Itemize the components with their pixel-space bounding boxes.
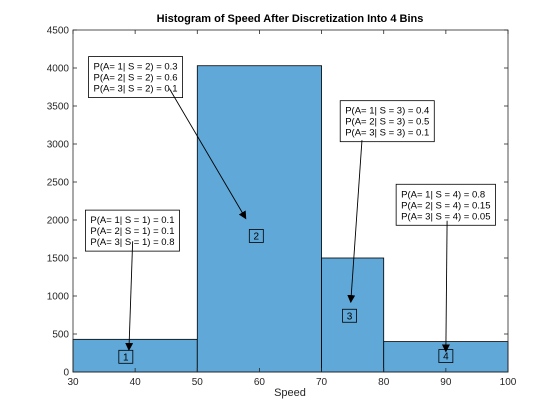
annotation-arrow bbox=[441, 220, 450, 353]
annotation-text-line: P(A= 2| S = 4) = 0.15 bbox=[401, 200, 490, 211]
x-tick-label: 70 bbox=[316, 377, 328, 388]
annotation-text-line: P(A= 2| S = 3) = 0.5 bbox=[345, 117, 429, 128]
y-tick-label: 1500 bbox=[47, 254, 70, 265]
annotation-2: P(A= 1| S = 2) = 0.3P(A= 2| S = 2) = 0.6… bbox=[88, 56, 247, 220]
annotation-arrow bbox=[168, 88, 247, 220]
x-tick-label: 50 bbox=[192, 377, 204, 388]
x-axis-label: Speed bbox=[274, 387, 306, 399]
bars-group bbox=[72, 65, 509, 373]
bin-label-text: 3 bbox=[347, 311, 353, 322]
annotation-text-line: P(A= 1| S = 3) = 0.4 bbox=[345, 106, 429, 117]
annotation-text-line: P(A= 1| S = 4) = 0.8 bbox=[401, 189, 485, 200]
annotation-arrow bbox=[125, 241, 134, 351]
y-tick-label: 2500 bbox=[47, 178, 70, 189]
x-tick-label: 100 bbox=[500, 377, 517, 388]
y-tick-label: 2000 bbox=[47, 216, 70, 227]
annotation-box bbox=[88, 56, 183, 98]
bin-label-1: 1 bbox=[118, 349, 134, 364]
annotation-text-line: P(A= 1| S = 2) = 0.3 bbox=[94, 62, 178, 73]
y-tick-label: 4500 bbox=[47, 26, 70, 37]
x-tick-label: 60 bbox=[254, 377, 266, 388]
annotation-box bbox=[339, 100, 435, 143]
y-tick-label: 0 bbox=[63, 368, 69, 379]
y-tick-label: 500 bbox=[52, 330, 69, 341]
histogram-bar-2 bbox=[196, 65, 322, 373]
annotation-text-line: P(A= 2| S = 1) = 0.1 bbox=[90, 226, 174, 237]
bin-label-4: 4 bbox=[438, 349, 454, 363]
bin-label-box bbox=[248, 229, 264, 243]
x-tick-label: 90 bbox=[440, 377, 452, 388]
x-tick-label: 80 bbox=[378, 377, 390, 388]
bin-label-text: 1 bbox=[123, 352, 129, 363]
bin-label-text: 2 bbox=[254, 231, 260, 242]
annotation-4: P(A= 1| S = 4) = 0.8P(A= 2| S = 4) = 0.1… bbox=[395, 183, 496, 353]
bin-label-3: 3 bbox=[342, 308, 357, 323]
y-tick-label: 3000 bbox=[47, 140, 70, 151]
annotation-text-line: P(A= 3| S = 2) = 0.1 bbox=[94, 84, 178, 95]
annotation-text-line: P(A= 3| S = 3) = 0.1 bbox=[345, 128, 429, 139]
annotation-text-line: P(A= 1| S = 1) = 0.1 bbox=[90, 215, 174, 226]
bin-label-box bbox=[118, 349, 134, 364]
annotation-3: P(A= 1| S = 3) = 0.4P(A= 2| S = 3) = 0.5… bbox=[339, 100, 435, 304]
chart-title: Histogram of Speed After Discretization … bbox=[157, 13, 424, 25]
annotation-text-line: P(A= 3| S = 4) = 0.05 bbox=[401, 211, 490, 222]
y-tick-label: 4000 bbox=[47, 64, 70, 75]
bin-label-2: 2 bbox=[248, 229, 264, 243]
plot-frame bbox=[72, 29, 509, 373]
y-tick-label: 1000 bbox=[47, 292, 70, 303]
annotation-text-line: P(A= 2| S = 2) = 0.6 bbox=[94, 73, 178, 84]
y-tick-label: 3500 bbox=[47, 102, 70, 113]
x-tick-label: 30 bbox=[67, 377, 79, 388]
bin-label-box bbox=[342, 308, 357, 323]
ticks-group: 30 40 50 60 70 80 90 10005001000150020002500300… bbox=[47, 26, 517, 389]
x-tick-label: 40 bbox=[130, 377, 142, 388]
annotation-box bbox=[395, 183, 496, 226]
annotation-1: P(A= 1| S = 1) = 0.1P(A= 2| S = 1) = 0.1… bbox=[85, 209, 180, 351]
bin-labels-group: 1 2 3 4 bbox=[118, 229, 454, 364]
histogram-bar-1 bbox=[72, 338, 198, 373]
annotation-arrow bbox=[347, 140, 363, 304]
bin-label-box bbox=[438, 349, 454, 363]
bin-label-text: 4 bbox=[443, 352, 449, 363]
annotations-group: P(A= 1| S = 1) = 0.1P(A= 2| S = 1) = 0.1… bbox=[85, 56, 496, 353]
